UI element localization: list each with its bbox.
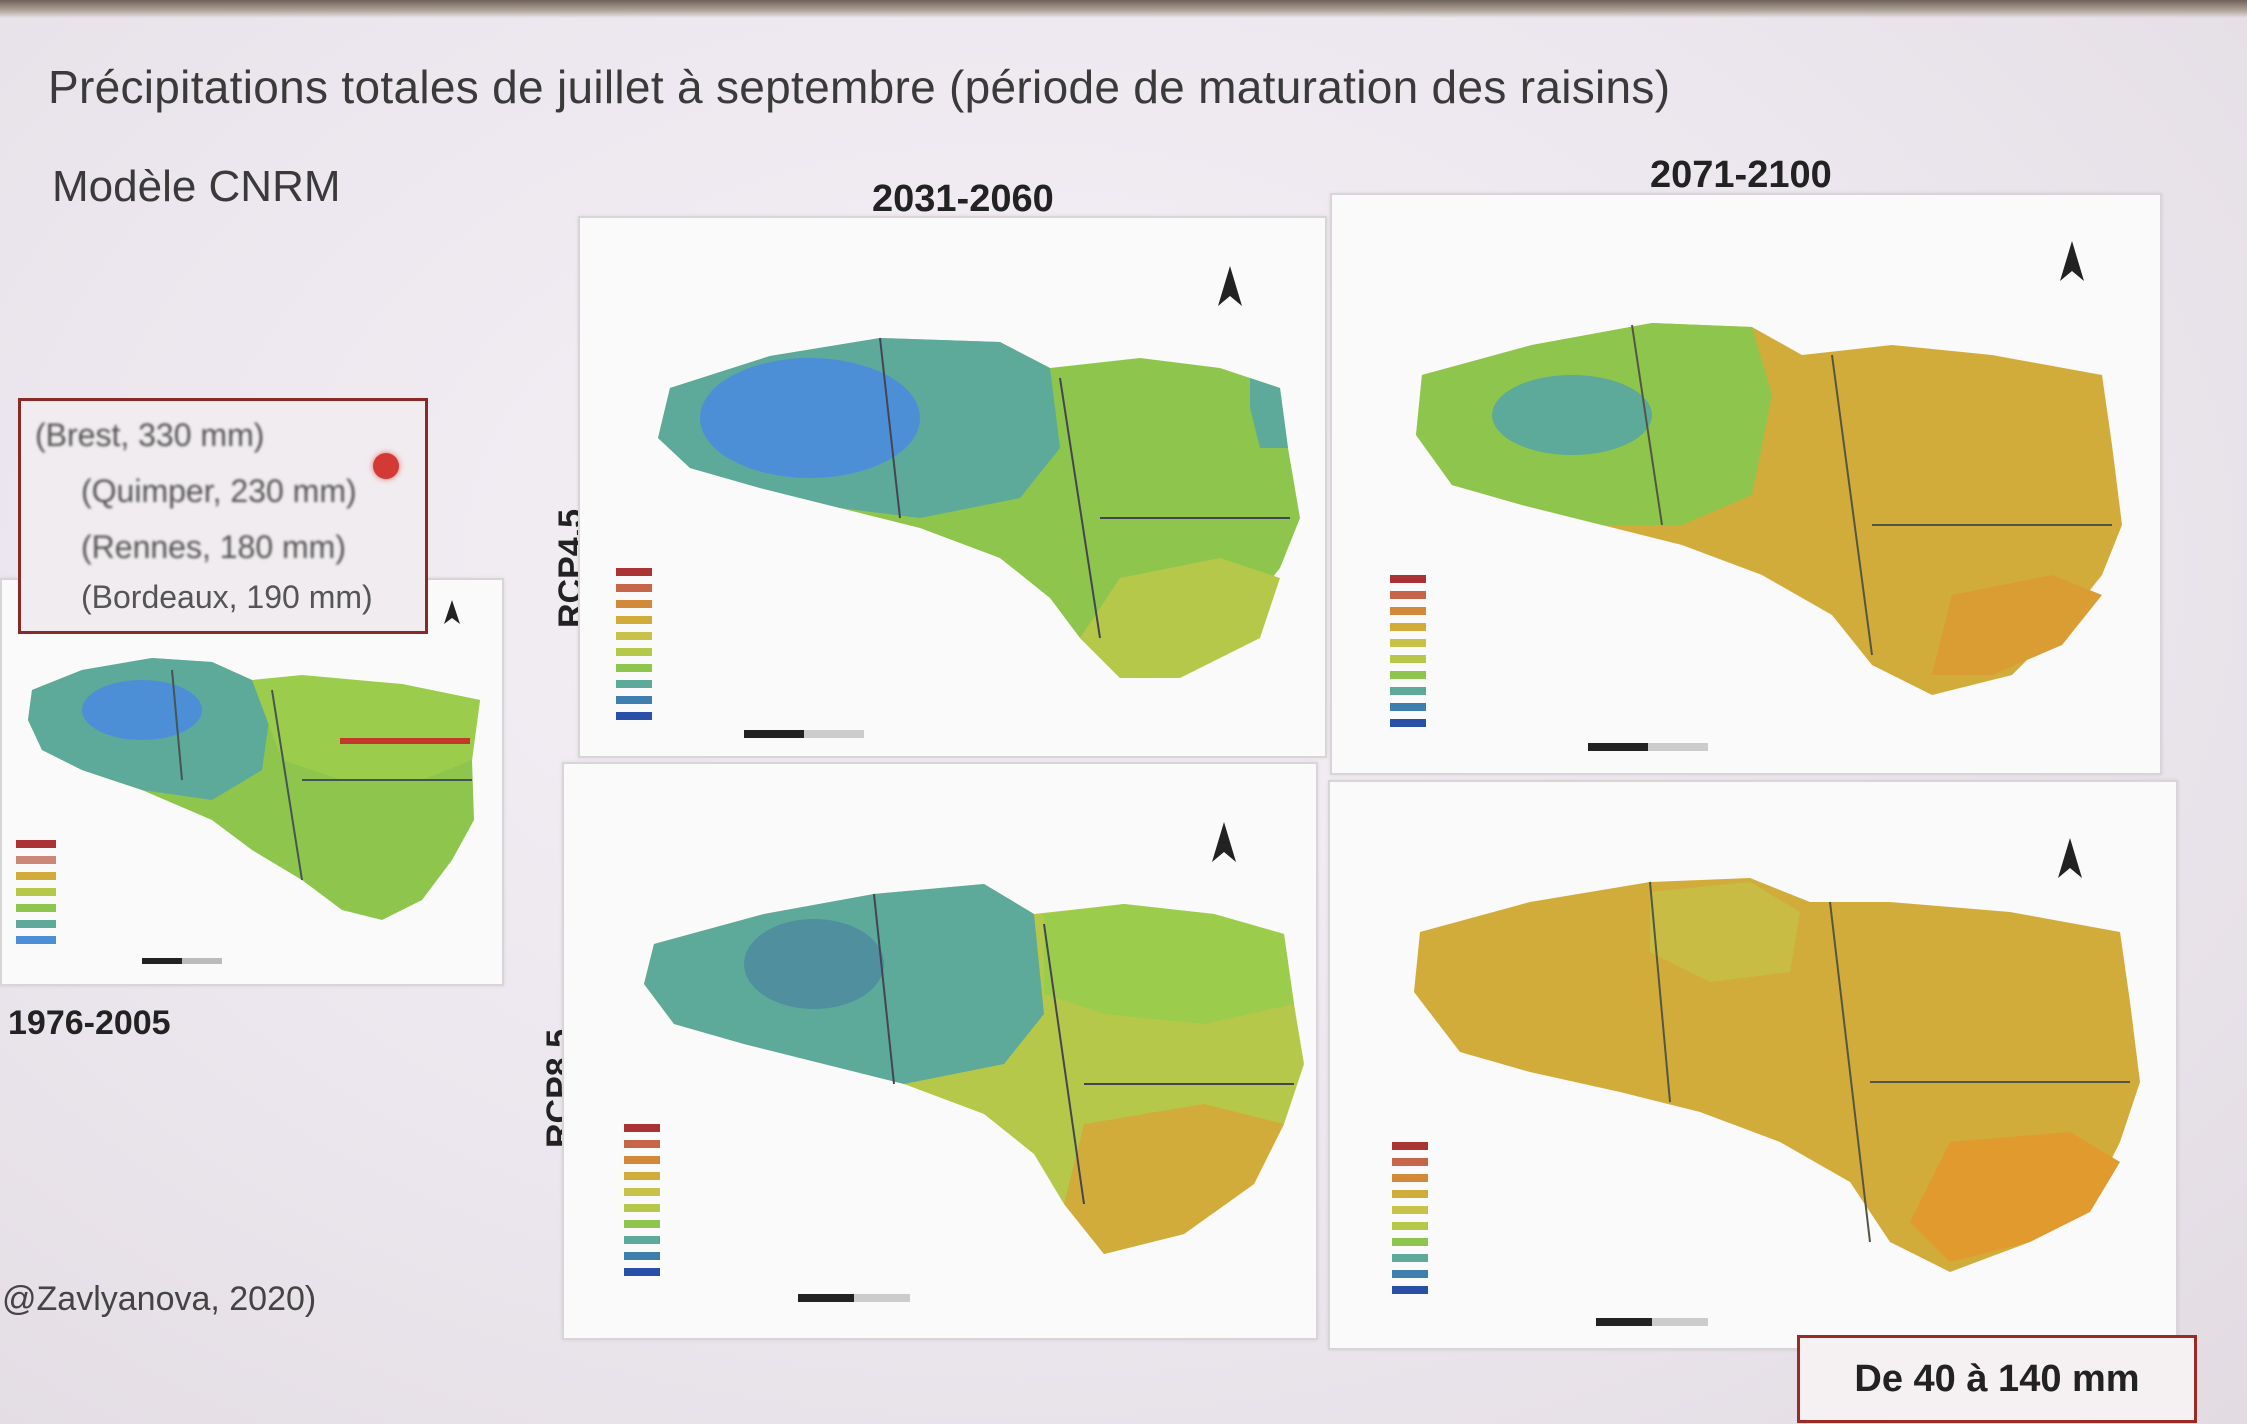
slide-top-edge bbox=[0, 0, 2247, 18]
map-rcp85-2071-2100-svg bbox=[1392, 838, 2140, 1326]
map-reference-svg bbox=[16, 600, 480, 964]
legend-item-brest: (Brest, 330 mm) bbox=[35, 417, 265, 453]
citation: @Zavlyanova, 2020) bbox=[2, 1280, 317, 1318]
rcp45-2071-legend bbox=[1390, 575, 1426, 727]
north-arrow-icon bbox=[1218, 266, 1242, 306]
map-rcp45-2031-2060 bbox=[578, 216, 1327, 758]
map-rcp45-2071-2100-svg bbox=[1390, 241, 2122, 751]
map-rcp85-2031-2060 bbox=[562, 762, 1318, 1340]
map-reference-1976-2005 bbox=[0, 578, 504, 986]
rcp85-2031-legend bbox=[624, 1124, 660, 1276]
map-rcp85-2071-2100 bbox=[1328, 780, 2178, 1350]
rcp85-2071-legend bbox=[1392, 1142, 1428, 1294]
pointer-dot bbox=[373, 453, 399, 479]
legend-item-rennes: (Rennes, 180 mm) bbox=[81, 529, 346, 565]
north-arrow-icon bbox=[2058, 838, 2082, 878]
north-arrow-icon bbox=[444, 600, 460, 624]
legend-item-quimper: (Quimper, 230 mm) bbox=[81, 473, 357, 509]
reference-legend-box: (Brest, 330 mm) (Quimper, 230 mm) (Renne… bbox=[18, 398, 428, 634]
reference-map-legend bbox=[16, 840, 56, 944]
slide-title: Précipitations totales de juillet à sept… bbox=[48, 61, 1671, 113]
model-label: Modèle CNRM bbox=[52, 162, 341, 211]
range-note-text: De 40 à 140 mm bbox=[1854, 1357, 2140, 1400]
north-arrow-icon bbox=[1212, 822, 1236, 862]
map-rcp45-2031-2060-svg bbox=[616, 266, 1300, 738]
rcp45-2031-legend bbox=[616, 568, 652, 720]
reference-period-label: 1976-2005 bbox=[8, 1004, 171, 1042]
map-rcp45-2071-2100 bbox=[1330, 193, 2162, 775]
period-header-2031-2060: 2031-2060 bbox=[872, 178, 1054, 220]
range-note-box: De 40 à 140 mm bbox=[1797, 1335, 2197, 1423]
map-rcp85-2031-2060-svg bbox=[624, 822, 1304, 1302]
legend-item-bordeaux: (Bordeaux, 190 mm) bbox=[81, 579, 373, 615]
north-arrow-icon bbox=[2060, 241, 2084, 281]
period-header-2071-2100: 2071-2100 bbox=[1650, 154, 1832, 196]
